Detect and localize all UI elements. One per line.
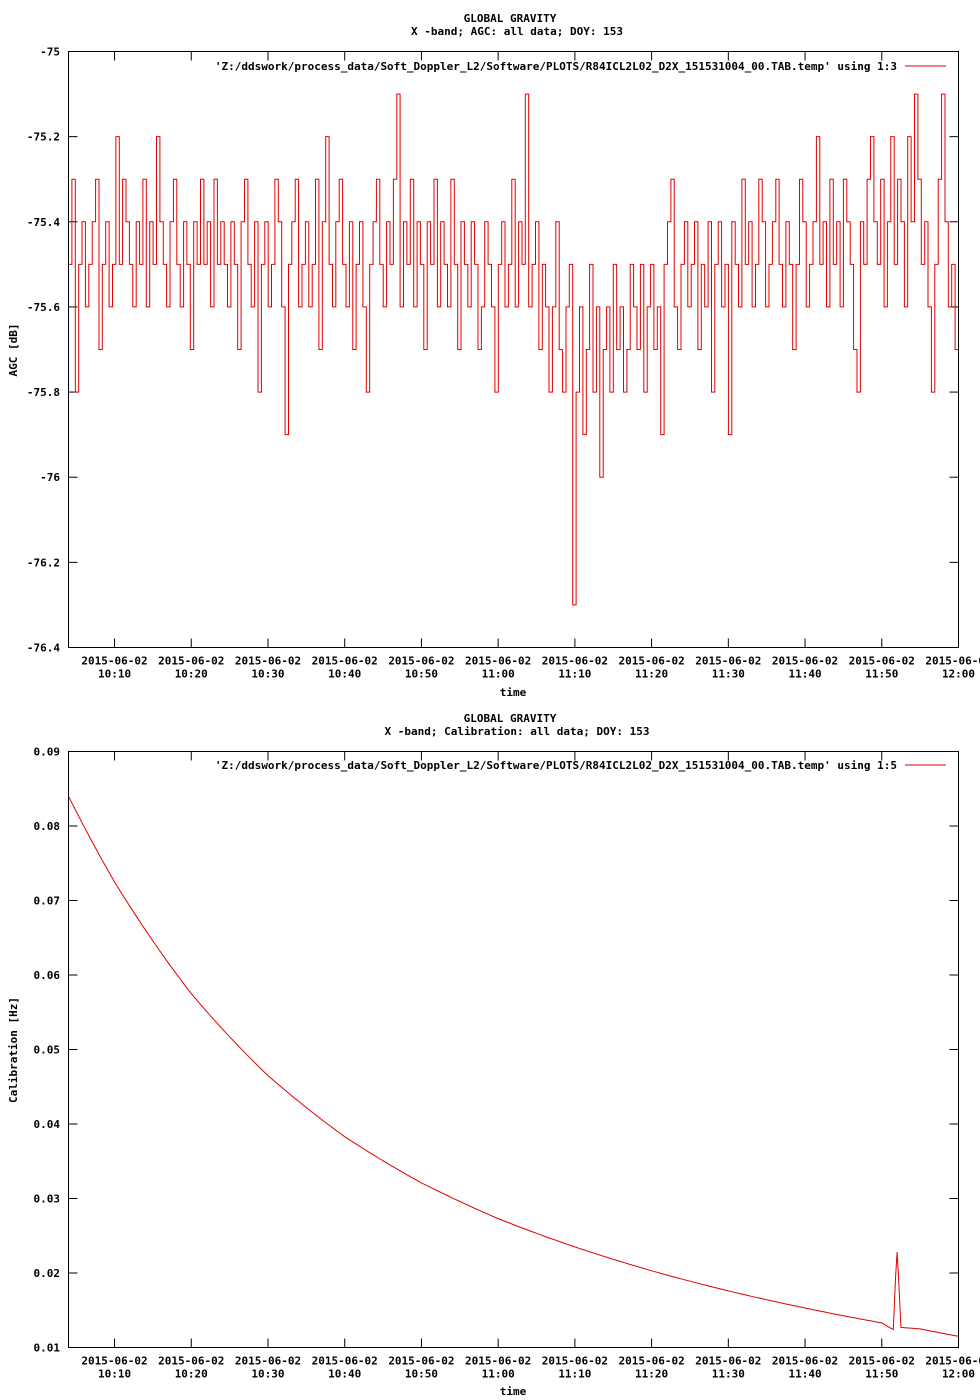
agc-x-tick-time: 10:30: [251, 668, 284, 681]
calibration-y-tick-label: 0.07: [34, 895, 61, 908]
agc-y-axis-label: AGC [dB]: [7, 324, 20, 377]
agc-y-tick-label: -75.8: [27, 386, 60, 399]
agc-x-tick-time: 11:30: [712, 668, 745, 681]
agc-x-tick-time: 10:40: [328, 668, 361, 681]
calibration-chart-title: GLOBAL GRAVITY: [464, 712, 557, 725]
agc-y-tick-label: -75.6: [27, 301, 60, 314]
calibration-x-axis: 2015-06-0210:102015-06-0210:202015-06-02…: [81, 751, 980, 1381]
calibration-x-tick-time: 10:10: [98, 1368, 131, 1381]
calibration-x-tick-date: 2015-06-02: [81, 1355, 147, 1368]
calibration-y-tick-label: 0.01: [34, 1342, 61, 1355]
agc-x-tick-date: 2015-06-02: [465, 655, 531, 668]
agc-y-tick-label: -76.2: [27, 556, 60, 569]
agc-plot-frame: [68, 51, 959, 648]
calibration-x-tick-date: 2015-06-02: [388, 1355, 454, 1368]
calibration-legend: 'Z:/ddswork/process_data/Soft_Doppler_L2…: [215, 759, 946, 772]
agc-chart: GLOBAL GRAVITY X -band; AGC: all data; D…: [7, 12, 980, 699]
agc-x-tick-date: 2015-06-02: [158, 655, 224, 668]
agc-x-tick-date: 2015-06-02: [388, 655, 454, 668]
agc-y-tick-label: -75: [40, 46, 60, 59]
agc-x-tick-date: 2015-06-02: [235, 655, 301, 668]
calibration-x-axis-label: time: [500, 1385, 527, 1398]
calibration-y-tick-label: 0.08: [34, 820, 61, 833]
calibration-y-tick-label: 0.06: [34, 969, 61, 982]
calibration-y-axis: 0.09 0.08 0.07 0.06 0.05 0.04 0.03 0.02 0.01: [34, 746, 959, 1355]
calibration-x-tick-date: 2015-06-02: [618, 1355, 684, 1368]
agc-x-tick-time: 11:00: [482, 668, 515, 681]
calibration-x-tick-time: 10:20: [175, 1368, 208, 1381]
agc-x-axis-label: time: [500, 686, 527, 699]
calibration-x-tick-time: 11:10: [558, 1368, 591, 1381]
agc-y-axis: -75 -75.2 -75.4 -75.6 -75.8 -76 -76.2 -76.4: [27, 46, 959, 655]
calibration-x-tick-time: 11:40: [788, 1368, 821, 1381]
calibration-x-tick-time: 11:50: [865, 1368, 898, 1381]
calibration-x-tick-time: 10:30: [251, 1368, 284, 1381]
agc-legend: 'Z:/ddswork/process_data/Soft_Doppler_L2…: [215, 60, 946, 73]
calibration-chart: GLOBAL GRAVITY X -band; Calibration: all…: [7, 712, 980, 1398]
calibration-plot-frame: [68, 751, 959, 1348]
calibration-y-axis-label: Calibration [Hz]: [7, 997, 20, 1103]
agc-x-tick-date: 2015-06-02: [542, 655, 608, 668]
agc-y-tick-label: -76.4: [27, 642, 60, 655]
agc-x-tick-date: 2015-06-02: [849, 655, 915, 668]
calibration-x-tick-date: 2015-06-02: [235, 1355, 301, 1368]
agc-x-tick-time: 10:10: [98, 668, 131, 681]
agc-chart-subtitle: X -band; AGC: all data; DOY: 153: [411, 25, 623, 38]
calibration-x-tick-time: 12:00: [942, 1368, 975, 1381]
calibration-y-tick-label: 0.03: [34, 1193, 61, 1206]
calibration-x-tick-date: 2015-06-02: [849, 1355, 915, 1368]
calibration-chart-subtitle: X -band; Calibration: all data; DOY: 153: [385, 725, 650, 738]
agc-x-tick-date: 2015-06-02: [312, 655, 378, 668]
calibration-x-tick-time: 11:30: [712, 1368, 745, 1381]
calibration-x-tick-time: 10:40: [328, 1368, 361, 1381]
agc-y-tick-label: -76: [40, 471, 60, 484]
agc-x-tick-time: 11:40: [788, 668, 821, 681]
agc-x-tick-time: 12:00: [942, 668, 975, 681]
agc-x-tick-time: 10:20: [175, 668, 208, 681]
calibration-x-tick-date: 2015-06-02: [312, 1355, 378, 1368]
agc-x-tick-time: 11:20: [635, 668, 668, 681]
calibration-y-tick-label: 0.02: [34, 1267, 61, 1280]
agc-series-line: [68, 93, 959, 606]
agc-x-tick-date: 2015-06-02: [81, 655, 147, 668]
calibration-y-tick-label: 0.04: [34, 1118, 61, 1131]
agc-x-tick-date: 2015-06-02: [772, 655, 838, 668]
calibration-x-tick-date: 2015-06-02: [925, 1355, 980, 1368]
agc-chart-title: GLOBAL GRAVITY: [464, 12, 557, 25]
calibration-x-tick-time: 11:20: [635, 1368, 668, 1381]
agc-x-axis: 2015-06-0210:102015-06-0210:202015-06-02…: [81, 51, 980, 681]
calibration-x-tick-date: 2015-06-02: [542, 1355, 608, 1368]
calibration-x-tick-time: 11:00: [482, 1368, 515, 1381]
agc-legend-label: 'Z:/ddswork/process_data/Soft_Doppler_L2…: [215, 60, 897, 73]
agc-x-tick-date: 2015-06-02: [925, 655, 980, 668]
calibration-x-tick-date: 2015-06-02: [158, 1355, 224, 1368]
agc-x-tick-date: 2015-06-02: [695, 655, 761, 668]
agc-y-tick-label: -75.2: [27, 131, 60, 144]
calibration-x-tick-time: 10:50: [405, 1368, 438, 1381]
calibration-y-tick-label: 0.09: [34, 746, 61, 759]
agc-x-tick-time: 10:50: [405, 668, 438, 681]
calibration-x-tick-date: 2015-06-02: [772, 1355, 838, 1368]
calibration-x-tick-date: 2015-06-02: [695, 1355, 761, 1368]
calibration-series-line: [68, 795, 959, 1337]
calibration-x-tick-date: 2015-06-02: [465, 1355, 531, 1368]
agc-y-tick-label: -75.4: [27, 216, 60, 229]
agc-x-tick-time: 11:10: [558, 668, 591, 681]
calibration-legend-label: 'Z:/ddswork/process_data/Soft_Doppler_L2…: [215, 759, 897, 772]
calibration-y-tick-label: 0.05: [34, 1044, 61, 1057]
agc-x-tick-time: 11:50: [865, 668, 898, 681]
agc-x-tick-date: 2015-06-02: [618, 655, 684, 668]
